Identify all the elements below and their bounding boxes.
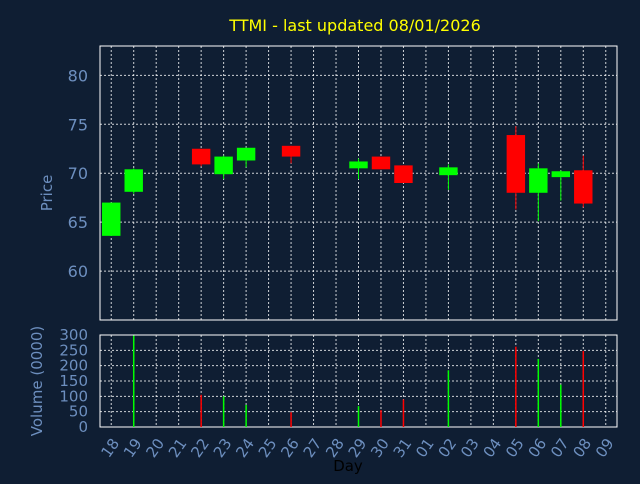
day-tick-label: 03 — [457, 435, 483, 461]
volume-tick-label: 200 — [59, 357, 88, 375]
price-panel: 60 65 70 75 80 — [68, 45, 618, 321]
x-axis-label: Day — [333, 457, 363, 475]
day-tick-label: 26 — [277, 435, 303, 461]
day-tick-label: 20 — [142, 435, 168, 461]
price-tick-label: 75 — [68, 115, 88, 134]
volume-tick-label: 250 — [59, 341, 88, 359]
day-tick-label: 01 — [412, 435, 438, 461]
day-tick-label: 05 — [502, 435, 528, 461]
day-tick-label: 25 — [255, 435, 281, 461]
volume-bar — [222, 396, 225, 427]
candle-up — [349, 161, 368, 169]
candle-down — [371, 156, 391, 170]
price-tick-label: 60 — [68, 262, 88, 281]
day-tick-label: 31 — [390, 435, 416, 461]
volume-bar — [132, 335, 135, 427]
candle-up — [529, 168, 548, 193]
volume-bar — [200, 394, 202, 427]
candle-up — [102, 202, 121, 236]
volume-bar — [380, 410, 382, 427]
volume-bar — [402, 399, 405, 427]
volume-tick-label: 300 — [59, 326, 88, 344]
day-tick-label: 18 — [97, 435, 123, 461]
candle-down — [394, 165, 413, 183]
candle-up — [124, 169, 143, 192]
volume-bar — [357, 406, 360, 427]
day-tick-label: 02 — [435, 435, 461, 461]
day-tick-label: 07 — [547, 435, 573, 461]
day-tick-label: 08 — [569, 435, 595, 461]
volume-axis-label: Volume (0000) — [28, 326, 46, 436]
volume-tick-label: 50 — [69, 403, 88, 421]
volume-bar — [515, 346, 517, 427]
price-axis-label: Price — [38, 175, 56, 212]
day-tick-label: 06 — [525, 435, 551, 461]
candle-down — [281, 145, 301, 157]
day-tick-label: 19 — [120, 435, 146, 461]
day-tick-label: 27 — [300, 435, 326, 461]
candle-up — [551, 171, 571, 178]
day-tick-label: 30 — [367, 435, 393, 461]
price-plot-frame — [99, 45, 618, 321]
volume-bar — [537, 358, 540, 427]
day-tick-label: 23 — [210, 435, 236, 461]
candle-down — [574, 170, 593, 204]
chart-title: TTMI - last updated 08/01/2026 — [228, 16, 481, 35]
volume-bar — [582, 350, 585, 427]
candle-up — [214, 156, 233, 175]
candle-down — [506, 135, 526, 193]
day-tick-label: 22 — [187, 435, 213, 461]
day-tick-label: 09 — [592, 435, 618, 461]
volume-tick-label: 100 — [59, 387, 88, 405]
price-tick-label: 70 — [68, 164, 88, 183]
day-tick-label: 21 — [165, 435, 191, 461]
candle-down — [191, 148, 211, 165]
price-tick-label: 65 — [68, 213, 88, 232]
volume-bar — [447, 370, 450, 427]
price-tick-label: 80 — [68, 66, 88, 85]
volume-tick-label: 150 — [59, 372, 88, 390]
volume-tick-label: 0 — [78, 418, 88, 436]
volume-bar — [245, 404, 247, 427]
candle-up — [236, 147, 256, 161]
volume-bar — [290, 412, 292, 427]
volume-bar — [560, 384, 562, 427]
day-tick-label: 04 — [480, 435, 506, 461]
candle-up — [439, 167, 458, 176]
day-tick-label: 24 — [232, 435, 258, 461]
